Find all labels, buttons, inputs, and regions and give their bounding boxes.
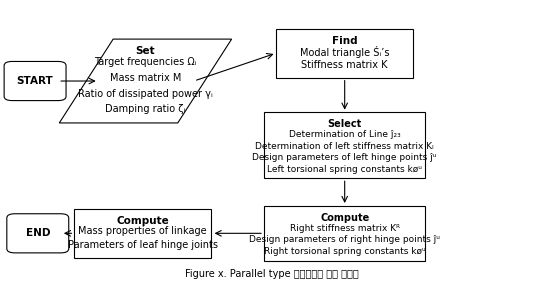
FancyBboxPatch shape	[276, 28, 413, 78]
FancyBboxPatch shape	[74, 209, 212, 258]
FancyBboxPatch shape	[7, 214, 69, 253]
FancyBboxPatch shape	[264, 206, 425, 260]
Text: Design parameters of right hinge points ĵᵘ: Design parameters of right hinge points …	[249, 235, 440, 244]
Polygon shape	[59, 39, 232, 123]
Text: Modal triangle Śᵢ’s: Modal triangle Śᵢ’s	[300, 46, 390, 58]
Text: Design parameters of left hinge points ĵᵘ: Design parameters of left hinge points ĵ…	[252, 153, 437, 162]
Text: Stiffness matrix K: Stiffness matrix K	[301, 60, 388, 70]
Text: Find: Find	[332, 36, 357, 46]
Text: Right stiffness matrix Kᴿ: Right stiffness matrix Kᴿ	[290, 224, 400, 233]
Text: Figure x. Parallel type 하베스터의 설계 개력도: Figure x. Parallel type 하베스터의 설계 개력도	[185, 269, 359, 279]
Text: Right torsional spring constants køᵘ: Right torsional spring constants køᵘ	[264, 247, 425, 256]
Text: Determination of Line ĵ₂₃: Determination of Line ĵ₂₃	[289, 130, 400, 139]
Text: Set: Set	[135, 46, 155, 56]
Text: Compute: Compute	[320, 213, 369, 223]
FancyBboxPatch shape	[264, 113, 425, 178]
Text: Ratio of dissipated power γᵢ: Ratio of dissipated power γᵢ	[78, 89, 213, 99]
Text: Damping ratio ζᵢ: Damping ratio ζᵢ	[106, 105, 186, 115]
Text: Select: Select	[327, 119, 362, 129]
Text: Mass matrix M: Mass matrix M	[110, 73, 181, 83]
Text: Left torsional spring constants køᵘ: Left torsional spring constants køᵘ	[267, 164, 422, 174]
Text: Compute: Compute	[116, 216, 169, 226]
FancyBboxPatch shape	[4, 62, 66, 101]
Text: Mass properties of linkage: Mass properties of linkage	[78, 227, 207, 237]
Text: START: START	[17, 76, 53, 86]
Text: Parameters of leaf hinge joints: Parameters of leaf hinge joints	[68, 241, 218, 251]
Text: END: END	[26, 228, 50, 238]
Text: Determination of left stiffness matrix Kₗ: Determination of left stiffness matrix K…	[255, 142, 434, 150]
Text: Target frequencies Ωᵢ: Target frequencies Ωᵢ	[94, 57, 197, 67]
